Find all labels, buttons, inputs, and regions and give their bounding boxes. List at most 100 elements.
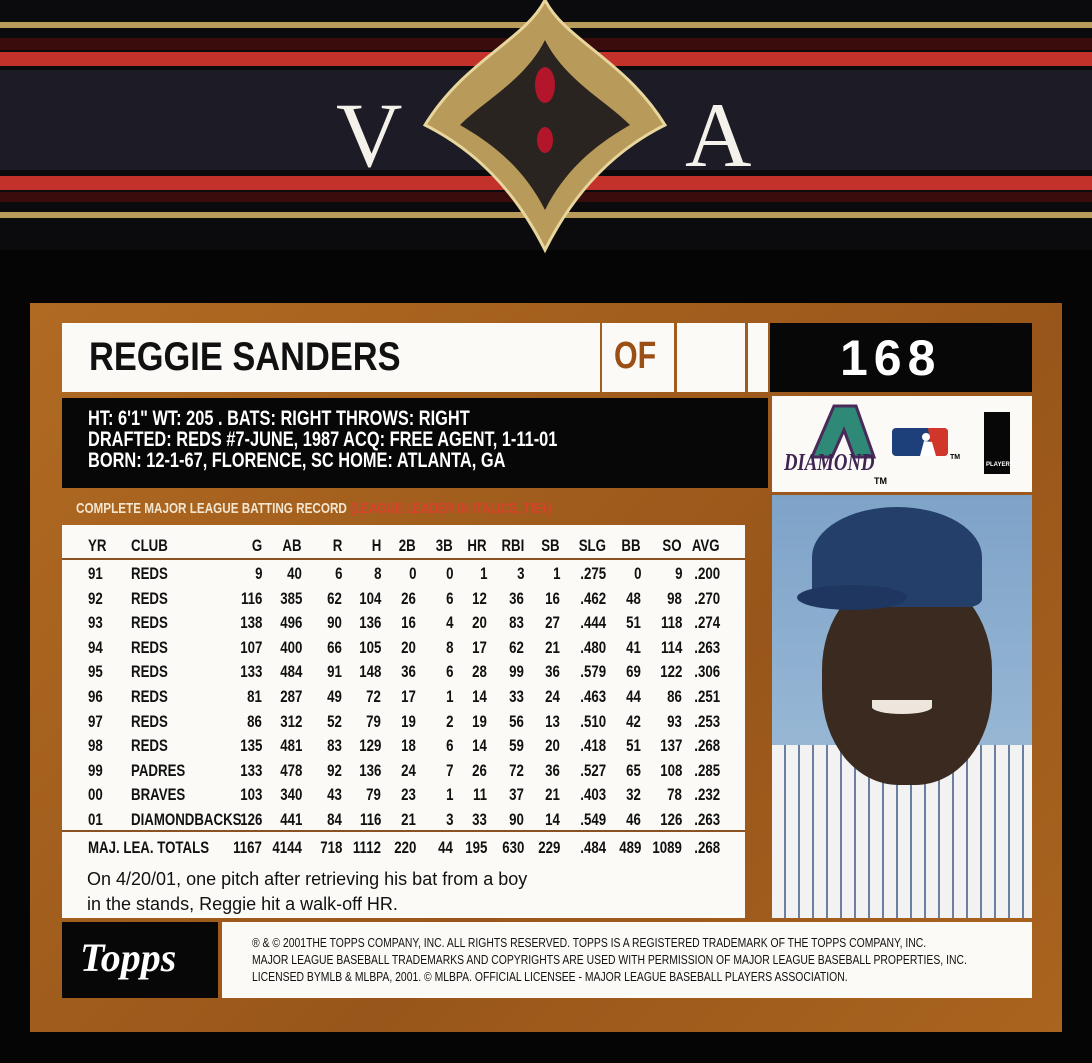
- totals-cell: 630: [501, 838, 524, 857]
- player-photo: [772, 495, 1032, 918]
- table-cell: 17: [401, 687, 416, 706]
- table-cell: 287: [279, 687, 302, 706]
- table-cell: .285: [694, 760, 720, 780]
- table-cell: 42: [626, 711, 641, 731]
- table-cell: .263: [694, 637, 720, 657]
- table-cell: 133: [239, 760, 262, 780]
- table-cell: 484: [279, 662, 302, 682]
- player-name-box: REGGIE SANDERS: [62, 323, 600, 392]
- totals-cell: 44: [438, 838, 453, 857]
- table-cell: 84: [327, 810, 342, 829]
- table-cell: 62: [327, 588, 342, 608]
- table-cell: 96: [88, 687, 103, 706]
- table-cell: 312: [279, 711, 302, 731]
- totals-cell: 1167: [233, 838, 262, 857]
- bio-line: BORN: 12-1-67, FLORENCE, SC HOME: ATLANT…: [88, 449, 506, 472]
- trademark: TM: [874, 476, 887, 486]
- table-cell: 0: [445, 564, 453, 583]
- legal-line: ® & © 2001THE TOPPS COMPANY, INC. ALL RI…: [252, 935, 927, 950]
- players-logo-text: PLAYERS: [986, 462, 1014, 468]
- table-cell: 66: [327, 637, 342, 657]
- table-cell: 19: [472, 711, 487, 731]
- table-cell: 92: [88, 588, 103, 608]
- totals-cell: 1089: [652, 838, 682, 857]
- table-cell: 400: [279, 637, 302, 657]
- table-cell: 1: [445, 785, 453, 805]
- table-cell: 48: [626, 588, 641, 608]
- table-cell: REDS: [131, 662, 168, 682]
- table-cell: 118: [660, 613, 682, 633]
- table-cell: 92: [327, 760, 342, 780]
- table-cell: .418: [580, 736, 606, 756]
- totals-cell: 220: [393, 838, 416, 857]
- table-cell: 103: [239, 785, 262, 805]
- table-cell: 137: [659, 736, 682, 756]
- table-cell: 79: [366, 711, 381, 731]
- table-cell: 65: [626, 760, 641, 780]
- record-title: COMPLETE MAJOR LEAGUE BATTING RECORD: [76, 500, 347, 517]
- table-cell: 0: [408, 564, 416, 583]
- column-header: SO: [662, 536, 682, 555]
- table-cell: .200: [694, 564, 720, 583]
- totals-cell: 1112: [352, 838, 381, 857]
- blank-box: [677, 323, 745, 392]
- card-number-box: 168: [770, 323, 1032, 392]
- table-cell: 3: [445, 810, 453, 829]
- table-cell: 129: [358, 736, 381, 756]
- table-cell: .463: [580, 687, 606, 706]
- table-cell: 81: [247, 687, 262, 706]
- table-cell: 72: [366, 687, 381, 706]
- table-cell: .527: [580, 760, 606, 780]
- table-cell: 86: [667, 687, 682, 706]
- column-header: BB: [621, 536, 641, 555]
- table-cell: .462: [580, 588, 606, 608]
- ornament-icon: [422, 0, 668, 254]
- table-cell: 9: [674, 564, 682, 583]
- table-cell: 94: [88, 637, 103, 657]
- trademark: TM: [950, 454, 961, 461]
- table-cell: 93: [88, 613, 103, 633]
- totals-cell: 229: [537, 838, 560, 857]
- table-cell: 148: [358, 662, 381, 682]
- decorative-banner: V A: [0, 0, 1092, 254]
- table-cell: 51: [626, 736, 641, 756]
- table-cell: 72: [509, 760, 524, 780]
- table-cell: 32: [626, 785, 641, 805]
- table-cell: 8: [373, 564, 381, 583]
- table-cell: 20: [545, 736, 560, 756]
- table-cell: 83: [327, 736, 342, 756]
- table-cell: 56: [509, 711, 524, 731]
- table-cell: .444: [580, 613, 606, 633]
- table-cell: 116: [359, 810, 381, 829]
- column-header: CLUB: [131, 536, 168, 555]
- table-cell: 46: [626, 810, 641, 829]
- table-cell: 116: [240, 588, 262, 608]
- table-cell: 2: [445, 711, 453, 731]
- table-cell: 62: [509, 637, 524, 657]
- table-cell: REDS: [131, 711, 168, 731]
- record-header: COMPLETE MAJOR LEAGUE BATTING RECORD (LE…: [76, 500, 686, 517]
- table-cell: 114: [660, 637, 682, 657]
- totals-cell: 195: [464, 838, 487, 857]
- table-cell: 126: [659, 810, 682, 829]
- table-cell: REDS: [131, 687, 168, 706]
- table-cell: 1: [479, 564, 487, 583]
- table-cell: 7: [445, 760, 453, 780]
- table-cell: REDS: [131, 613, 168, 633]
- table-cell: .251: [694, 687, 720, 706]
- table-cell: 6: [334, 564, 342, 583]
- table-cell: 98: [667, 588, 682, 608]
- table-cell: 105: [358, 637, 381, 657]
- record-note: (LEAGUE LEADER IN ITALICS, TIE♦): [350, 500, 552, 517]
- table-cell: 40: [287, 564, 302, 583]
- table-cell: 28: [472, 662, 487, 682]
- table-cell: 51: [626, 613, 641, 633]
- table-cell: 17: [472, 637, 487, 657]
- diamondbacks-logo-icon: [809, 404, 877, 459]
- blurb-line: in the stands, Reggie hit a walk-off HR.: [87, 894, 398, 914]
- table-cell: 91: [327, 662, 342, 682]
- table-cell: .274: [694, 613, 720, 633]
- table-cell: 83: [509, 613, 524, 633]
- table-cell: 90: [327, 613, 342, 633]
- table-cell: 108: [659, 760, 682, 780]
